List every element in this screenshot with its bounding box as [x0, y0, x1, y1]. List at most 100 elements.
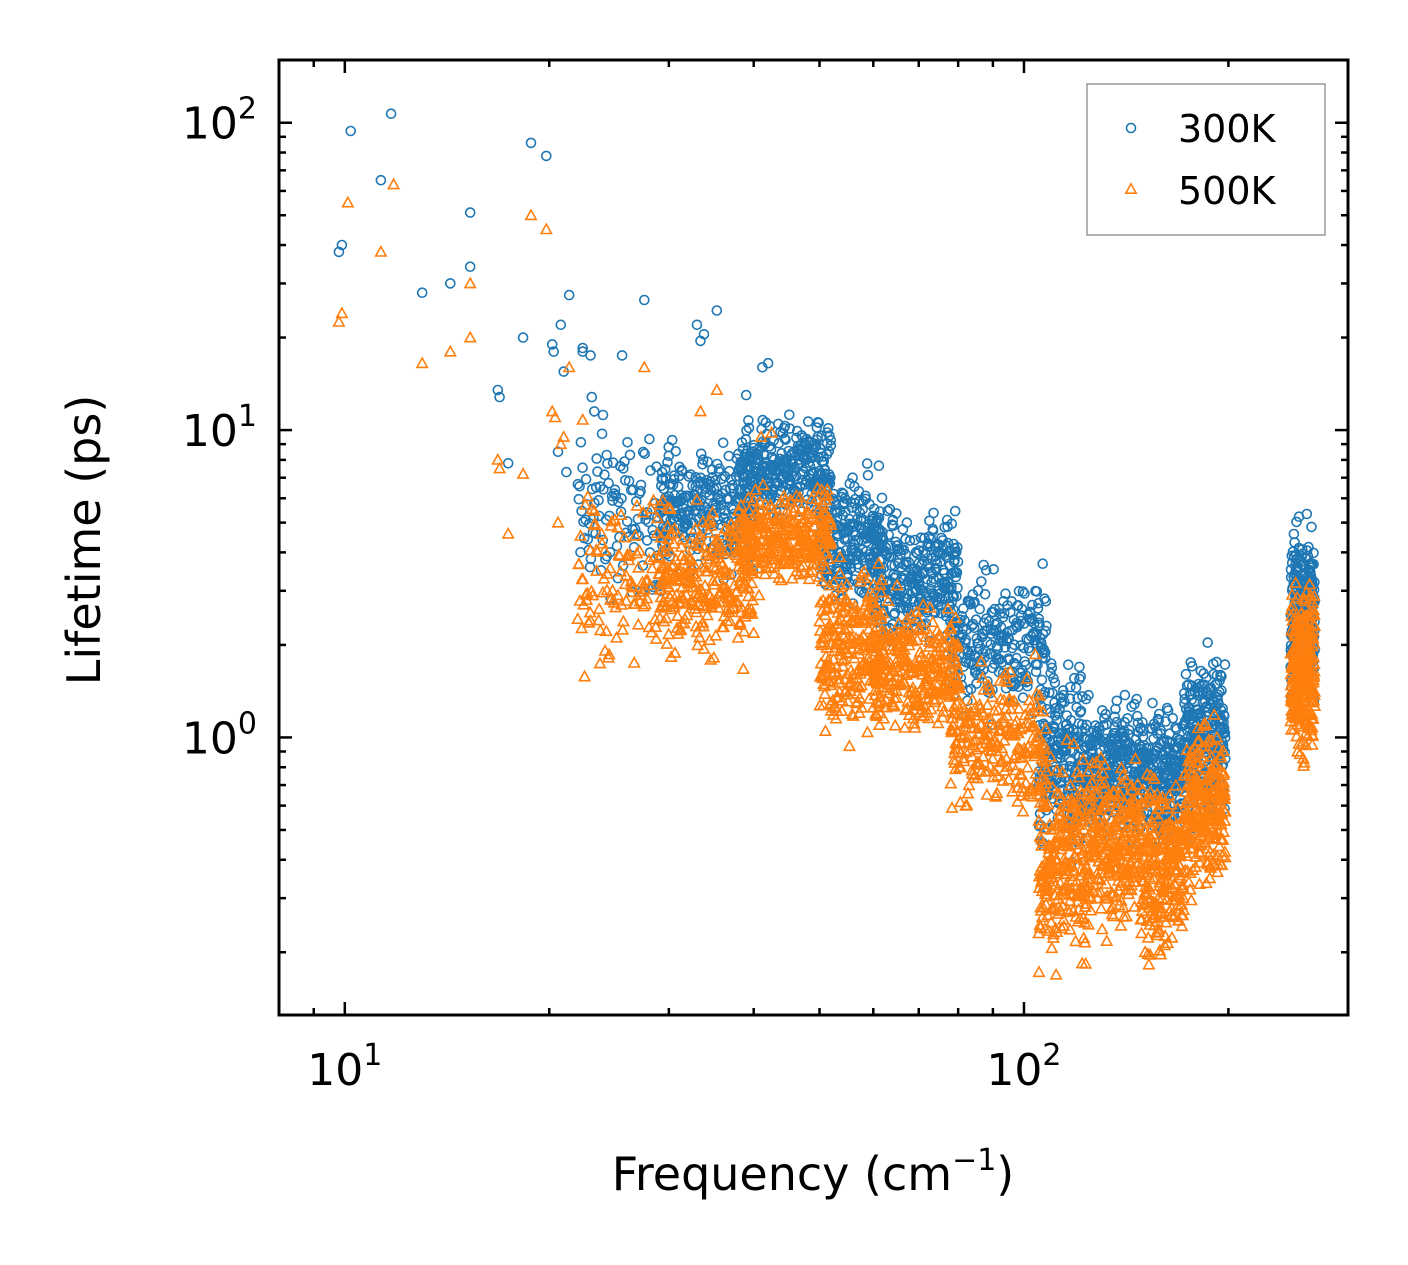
data-point — [745, 607, 759, 619]
data-point — [723, 602, 737, 615]
data-point — [1036, 704, 1050, 717]
data-point — [802, 572, 816, 585]
data-point — [982, 678, 996, 691]
data-point — [974, 654, 988, 667]
data-point — [782, 540, 796, 553]
data-point — [985, 690, 999, 703]
data-point — [1099, 877, 1113, 889]
data-point — [586, 391, 598, 403]
data-point — [931, 716, 945, 729]
data-point — [855, 700, 869, 713]
data-point — [1137, 850, 1151, 862]
data-point — [1129, 698, 1140, 710]
data-point — [834, 587, 848, 600]
data-point — [624, 449, 636, 461]
data-point — [1216, 685, 1227, 696]
data-point — [861, 650, 875, 663]
data-point — [789, 488, 804, 501]
data-point — [768, 454, 780, 465]
data-point — [845, 632, 859, 645]
data-point — [822, 422, 834, 434]
data-point — [1308, 547, 1319, 559]
data-point — [1009, 763, 1023, 776]
data-point — [1051, 714, 1063, 726]
data-point — [930, 678, 944, 691]
data-point — [1083, 689, 1094, 701]
data-point — [644, 625, 659, 638]
data-point — [949, 611, 963, 624]
data-point — [680, 608, 694, 621]
data-point — [622, 436, 633, 448]
data-point — [758, 449, 770, 461]
data-point — [972, 755, 986, 768]
data-point — [734, 498, 748, 511]
data-point — [904, 535, 916, 546]
data-point — [1021, 760, 1035, 773]
data-point — [654, 530, 668, 543]
data-point — [909, 534, 921, 546]
data-point — [662, 456, 673, 468]
data-point — [1037, 789, 1051, 802]
data-point — [1110, 855, 1124, 867]
data-point — [1045, 658, 1057, 669]
data-point — [886, 519, 898, 531]
data-point — [1109, 711, 1120, 723]
data-point — [374, 245, 388, 257]
data-point — [820, 661, 834, 674]
data-point — [1131, 789, 1145, 802]
data-point — [1144, 793, 1158, 806]
data-point — [969, 596, 980, 608]
data-point — [464, 261, 476, 273]
data-point — [885, 560, 897, 571]
data-point — [1055, 765, 1070, 778]
data-point — [591, 453, 603, 464]
data-point — [1035, 910, 1049, 923]
data-point — [818, 724, 832, 737]
data-point — [836, 659, 850, 672]
data-point — [601, 449, 613, 461]
data-point — [1306, 521, 1317, 533]
data-point — [577, 342, 589, 354]
data-point — [590, 482, 602, 493]
data-point — [673, 564, 687, 577]
data-point — [1000, 588, 1011, 600]
data-point — [1111, 695, 1123, 707]
data-point — [604, 546, 616, 558]
data-point — [1119, 689, 1131, 701]
data-point — [1142, 957, 1156, 970]
data-point — [911, 583, 923, 595]
data-point — [416, 287, 428, 299]
data-point — [928, 507, 939, 519]
data-point — [1013, 766, 1027, 779]
data-point — [614, 508, 628, 521]
data-point — [649, 620, 663, 633]
data-point — [924, 702, 938, 715]
data-point — [694, 589, 708, 602]
data-point — [767, 567, 781, 579]
data-point — [595, 536, 609, 549]
data-point — [563, 289, 575, 301]
data-point — [690, 605, 704, 618]
data-point — [1069, 934, 1083, 947]
data-point — [841, 694, 855, 707]
data-point — [341, 195, 355, 208]
data-point — [811, 547, 825, 560]
data-point — [615, 506, 627, 518]
data-point — [587, 504, 601, 517]
data-point — [589, 564, 604, 576]
data-point — [1138, 945, 1152, 958]
data-point — [1113, 789, 1127, 802]
data-point — [702, 456, 714, 468]
data-point — [793, 487, 804, 499]
data-point — [995, 755, 1009, 767]
data-point — [1136, 783, 1150, 796]
data-point — [777, 489, 791, 502]
data-point — [753, 545, 767, 558]
data-point — [809, 538, 823, 551]
data-point — [988, 563, 999, 575]
data-point — [1109, 890, 1124, 903]
data-point — [859, 616, 873, 628]
data-point — [696, 619, 710, 632]
data-point — [874, 611, 888, 624]
data-point — [984, 712, 998, 725]
